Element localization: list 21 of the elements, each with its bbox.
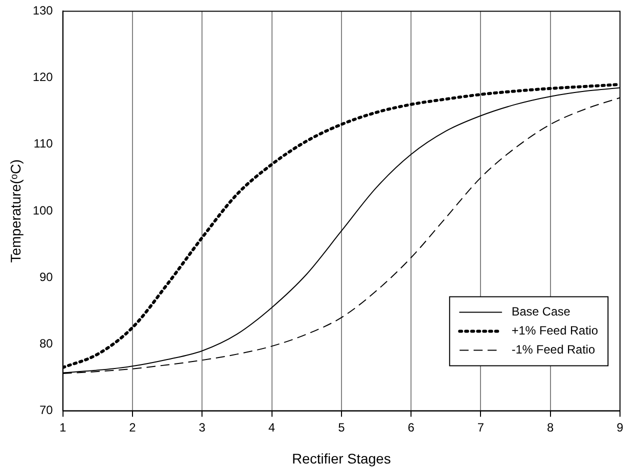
x-tick-label: 1	[59, 420, 66, 434]
x-tick-label: 9	[616, 420, 624, 434]
x-tick-label: 8	[547, 420, 554, 434]
x-tick-label: 5	[338, 420, 346, 434]
legend-label: -1% Feed Ratio	[512, 342, 596, 357]
y-tick-label: 100	[32, 203, 54, 218]
legend-label: Base Case	[512, 304, 571, 319]
y-tick-label: 90	[39, 270, 54, 284]
x-tick-label: 7	[477, 420, 484, 434]
x-tick-label: 2	[129, 420, 136, 434]
y-axis-title: Temperature(ᵒC)	[7, 159, 24, 263]
x-tick-label: 6	[408, 420, 415, 434]
y-tick-label: 110	[34, 136, 54, 151]
x-tick-label: 3	[198, 420, 206, 434]
y-tick-label: 80	[39, 336, 54, 351]
x-axis-title: Rectifier Stages	[292, 450, 391, 466]
y-tick-label: 130	[32, 4, 54, 18]
x-tick-label: 4	[268, 420, 276, 434]
y-tick-label: 120	[32, 70, 54, 84]
y-tick-label: 70	[39, 403, 54, 418]
legend-label: +1% Feed Ratio	[512, 324, 598, 338]
